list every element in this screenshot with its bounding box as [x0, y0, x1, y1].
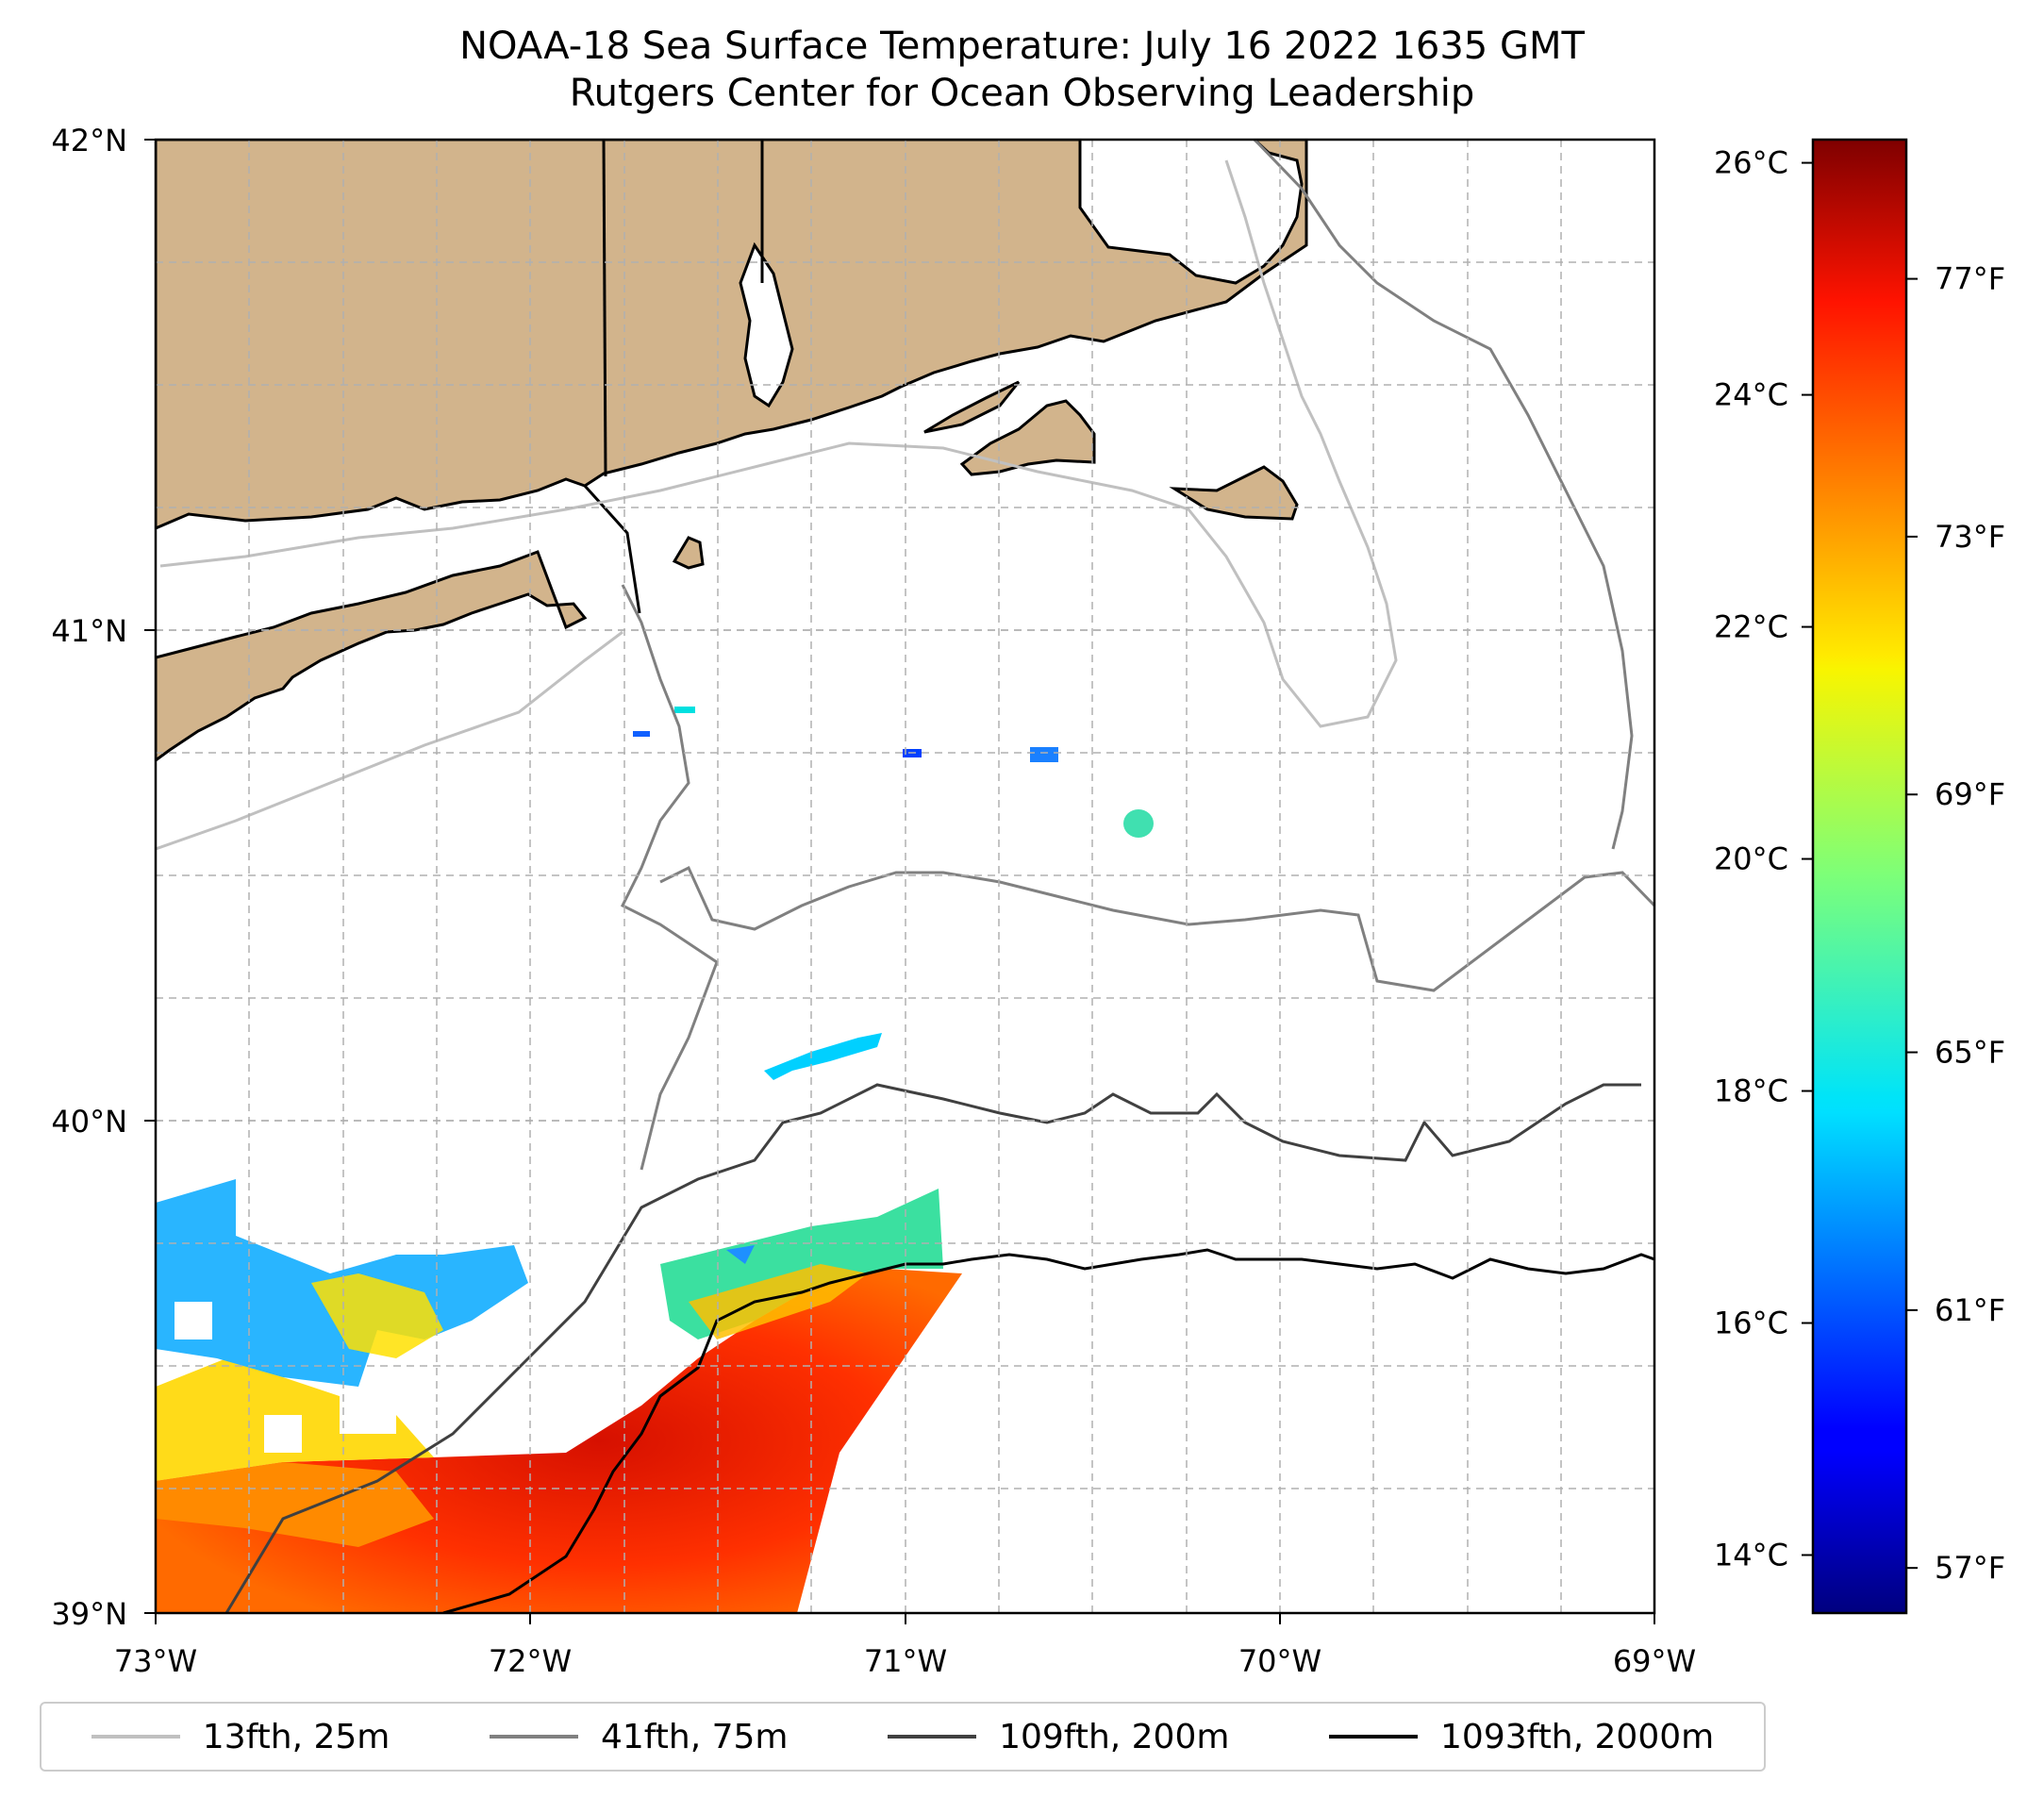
x-tick-label: 70°W	[1238, 1643, 1321, 1679]
land-nantucket	[1169, 465, 1299, 521]
land-marthas-vineyard	[959, 399, 1096, 476]
legend-label: 41fth, 75m	[600, 1717, 789, 1756]
colorbar	[1811, 138, 1908, 1615]
legend-label: 109fth, 200m	[999, 1717, 1230, 1756]
legend-line	[888, 1735, 977, 1739]
y-tick-label: 39°N	[51, 1596, 127, 1632]
legend-item-25m: 13fth, 25m	[91, 1717, 391, 1756]
colorbar-fahrenheit-label: 73°F	[1935, 519, 2005, 555]
colorbar-fahrenheit-label: 57°F	[1935, 1550, 2005, 1586]
legend-item-200m: 109fth, 200m	[888, 1718, 1229, 1756]
isobaths	[156, 140, 1654, 1613]
legend-item-2000m: 1093fth, 2000m	[1329, 1718, 1714, 1756]
land-new-england	[156, 140, 1308, 530]
legend-line	[489, 1735, 578, 1739]
colorbar-celsius-label: 22°C	[1714, 609, 1788, 645]
colorbar-celsius-label: 24°C	[1714, 377, 1788, 413]
colorbar-celsius-label: 16°C	[1714, 1306, 1788, 1341]
land-long-island	[156, 550, 588, 762]
colorbar-celsius-label: 14°C	[1714, 1538, 1788, 1573]
x-tick-label: 73°W	[114, 1643, 197, 1679]
colorbar-fahrenheit-labels: 77°F 73°F 69°F 65°F 61°F 57°F	[1906, 261, 2005, 1586]
colorbar-fahrenheit-label: 61°F	[1935, 1292, 2005, 1328]
isobath-legend: 13fth, 25m 41fth, 75m 109fth, 200m 1093f…	[40, 1702, 1766, 1772]
colorbar-fahrenheit-label: 77°F	[1935, 261, 2005, 297]
y-tick-label: 40°N	[51, 1104, 127, 1140]
colorbar-celsius-label: 20°C	[1714, 841, 1788, 877]
legend-item-75m: 41fth, 75m	[489, 1717, 789, 1756]
colorbar-fahrenheit-label: 65°F	[1935, 1035, 2005, 1071]
title-line-2: Rutgers Center for Ocean Observing Leade…	[569, 72, 1475, 115]
land-block-island	[672, 536, 705, 570]
legend-label: 13fth, 25m	[202, 1717, 391, 1756]
colorbar-celsius-label: 18°C	[1714, 1073, 1788, 1109]
legend-line	[1329, 1735, 1419, 1739]
colorbar-celsius-labels: 26°C 24°C 22°C 20°C 18°C 16°C 14°C	[1714, 145, 1813, 1573]
x-tick-label: 72°W	[489, 1643, 572, 1679]
land-elizabeth-islands	[923, 380, 1021, 434]
legend-label: 1093fth, 2000m	[1440, 1717, 1715, 1756]
colorbar-celsius-label: 26°C	[1714, 145, 1788, 181]
title-line-1: NOAA-18 Sea Surface Temperature: July 16…	[459, 25, 1585, 68]
colorbar-fahrenheit-label: 69°F	[1935, 776, 2005, 812]
y-tick-label: 41°N	[51, 613, 127, 649]
legend-line	[91, 1735, 180, 1739]
x-tick-label: 69°W	[1613, 1643, 1696, 1679]
y-tick-label: 42°N	[51, 123, 127, 158]
x-tick-label: 71°W	[864, 1643, 947, 1679]
map-title: NOAA-18 Sea Surface Temperature: July 16…	[0, 23, 2044, 117]
narragansett-bay	[739, 241, 794, 408]
